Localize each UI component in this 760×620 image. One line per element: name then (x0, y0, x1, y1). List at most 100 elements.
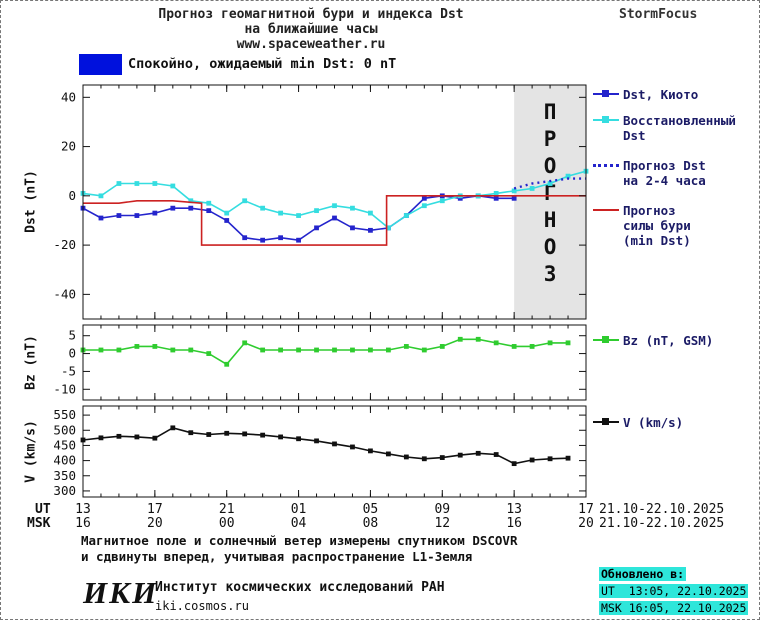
legend-entry-forecast-dst: Прогноз Dst на 2-4 часа (593, 158, 706, 188)
x-tick-label-ut: 21 (219, 502, 235, 517)
series-marker-dst-kyoto (206, 208, 212, 214)
x-tick-label-msk: 08 (363, 516, 379, 531)
x-tick-label-ut: 13 (75, 502, 91, 517)
ut-row-label: UT (35, 502, 51, 517)
series-marker-restored-dst (403, 213, 409, 218)
series-marker-v (134, 434, 140, 440)
series-marker-v (98, 435, 104, 441)
series-storm-forecast (83, 195, 586, 246)
series-marker-v (439, 455, 445, 460)
y-tick-label: 40 (61, 89, 76, 104)
y-tick-label: 0 (68, 346, 76, 361)
series-marker-v (421, 456, 427, 462)
storm-forecast-swatch-icon (593, 204, 619, 217)
legend-label-restored-dst: Восстановленный Dst (623, 113, 736, 143)
series-marker-restored-dst (242, 198, 248, 204)
x-tick-label-msk: 12 (434, 516, 450, 531)
series-marker-bz (170, 347, 176, 353)
forecast-band-letter: Г (544, 181, 557, 205)
series-marker-dst-kyoto (296, 237, 301, 243)
x-tick-label-ut: 01 (291, 502, 307, 517)
y-tick-label: 400 (53, 453, 76, 468)
y-tick-label: 300 (53, 483, 76, 498)
series-marker-restored-dst (116, 181, 122, 186)
footnote-line1: Магнитное поле и солнечный ветер измерен… (81, 533, 518, 548)
series-marker-v (314, 438, 319, 444)
series-marker-bz (224, 361, 230, 367)
series-marker-dst-kyoto (368, 227, 373, 233)
series-marker-dst-kyoto (224, 218, 230, 223)
iki-logo: ИКИ (83, 575, 159, 610)
series-marker-v (493, 452, 499, 457)
series-marker-v (403, 454, 409, 460)
series-marker-bz (529, 344, 535, 349)
series-marker-v (242, 431, 248, 437)
series-marker-restored-dst (439, 198, 445, 204)
status-text: Спокойно, ожидаемый min Dst: 0 nT (128, 56, 397, 72)
series-marker-v (475, 450, 481, 456)
series-marker-restored-dst (206, 200, 212, 206)
series-marker-dst-kyoto (242, 235, 248, 241)
series-marker-dst-kyoto (511, 195, 517, 201)
series-marker-v (547, 456, 553, 462)
series-marker-restored-dst (350, 205, 355, 211)
series-marker-v (278, 434, 284, 440)
series-marker-bz (385, 347, 391, 353)
series-marker-v (260, 432, 266, 438)
series-marker-restored-dst (511, 188, 517, 194)
v-swatch-icon (593, 416, 619, 429)
forecast-band-letter: О (544, 154, 557, 178)
series-marker-dst-kyoto (152, 210, 158, 216)
x-tick-label-msk: 20 (147, 516, 163, 531)
series-marker-restored-dst (152, 181, 158, 186)
series-marker-bz (493, 340, 499, 346)
series-marker-v (457, 452, 463, 458)
series-marker-restored-dst (493, 190, 499, 196)
ut-date-range: 21.10-22.10.2025 (599, 502, 724, 517)
series-marker-bz (457, 336, 463, 342)
series-marker-bz (188, 347, 194, 353)
title-line2: на ближайшие часы (244, 22, 378, 37)
y-tick-label: 5 (68, 328, 76, 343)
series-marker-bz (421, 347, 427, 353)
y-tick-label: -10 (53, 381, 76, 396)
status-color-swatch (79, 53, 122, 75)
forecast-band-letter: Н (544, 208, 557, 232)
series-marker-bz (152, 344, 158, 349)
x-tick-label-msk: 00 (219, 516, 235, 531)
series-marker-restored-dst (134, 181, 140, 186)
series-marker-bz (260, 347, 266, 353)
site-url: www.spaceweather.ru (236, 37, 386, 52)
series-marker-bz (547, 340, 553, 346)
y-tick-label: -40 (53, 286, 76, 301)
series-bz (83, 338, 568, 366)
updated-block: Обновлено в: UT 13:05, 22.10.2025 MSK 16… (599, 567, 749, 618)
org-name: Институт космических исследований РАН (155, 580, 445, 595)
x-tick-label-msk: 04 (291, 516, 307, 531)
x-tick-label-ut: 17 (578, 502, 594, 517)
series-marker-v (170, 425, 176, 431)
brand-label: StormFocus (619, 7, 698, 22)
y-tick-label: -5 (61, 363, 76, 378)
series-marker-v (332, 441, 337, 447)
series-marker-bz (565, 340, 571, 346)
series-marker-v (565, 455, 571, 461)
series-marker-restored-dst (98, 193, 104, 199)
x-tick-label-msk: 16 (75, 516, 91, 531)
series-marker-restored-dst (421, 203, 427, 209)
series-marker-dst-kyoto (116, 213, 122, 218)
legend-entry-v: V (km/s) (593, 415, 683, 430)
series-marker-v (152, 435, 158, 441)
title-line1: Прогноз геомагнитной бури и индекса Dst (158, 7, 464, 22)
forecast-band-letter: П (544, 100, 557, 124)
forecast-band-letter: О (544, 235, 557, 259)
panel-box (82, 405, 587, 498)
series-marker-dst-kyoto (98, 215, 104, 221)
series-marker-v (368, 448, 373, 454)
series-marker-restored-dst (385, 225, 391, 231)
series-marker-bz (278, 347, 284, 353)
v-axis-label: V (km/s) (23, 420, 39, 483)
series-marker-bz (332, 347, 337, 353)
series-marker-v (206, 432, 212, 437)
org-url: iki.cosmos.ru (155, 599, 249, 613)
